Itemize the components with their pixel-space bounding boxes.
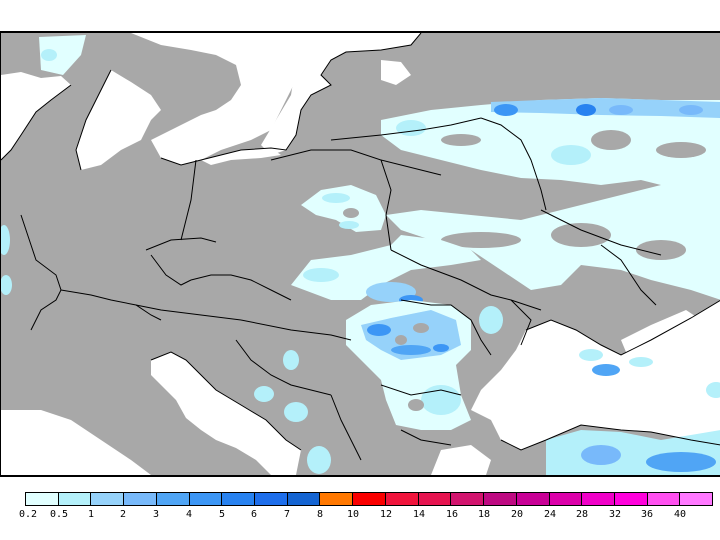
colorbar-cell (320, 493, 354, 505)
colorbar-label: 14 (412, 509, 426, 520)
colorbar-label: 0.2 (18, 509, 38, 520)
colorbar-cell (287, 493, 321, 505)
colorbar-cell (91, 493, 125, 505)
colorbar-label: 10 (346, 509, 360, 520)
precipitation-map (0, 31, 720, 477)
colorbar-label: 0.5 (49, 509, 69, 520)
colorbar-labels: 0.2 0.5 1 2 3 4 5 6 7 8 10 12 14 16 18 2… (0, 509, 720, 523)
colorbar-label: 24 (543, 509, 557, 520)
colorbar-cell (451, 493, 485, 505)
colorbar-cell (26, 493, 59, 505)
colorbar-cell (614, 493, 648, 505)
colorbar-label: 6 (250, 509, 258, 520)
colorbar-label: 4 (185, 509, 193, 520)
colorbar-cell (647, 493, 681, 505)
colorbar-label: 3 (152, 509, 160, 520)
map-canvas (1, 33, 720, 475)
colorbar-cell (549, 493, 583, 505)
colorbar-cell (385, 493, 419, 505)
sea-areas (1, 33, 720, 475)
colorbar-cell (484, 493, 517, 505)
country-borders (20, 117, 662, 461)
colorbar-cell (124, 493, 157, 505)
colorbar-cell (680, 493, 713, 505)
colorbar-label: 1 (87, 509, 95, 520)
colorbar-cell (353, 493, 386, 505)
colorbar-cell (255, 493, 288, 505)
colorbar-label: 20 (510, 509, 524, 520)
colorbar-label: 28 (575, 509, 589, 520)
colorbar-cell (156, 493, 190, 505)
colorbar-cell (58, 493, 92, 505)
coastlines (1, 33, 720, 451)
colorbar-cell (582, 493, 615, 505)
colorbar-cell (418, 493, 452, 505)
precipitation-fields (1, 35, 720, 475)
colorbar-label: 32 (608, 509, 622, 520)
colorbar-label: 16 (445, 509, 459, 520)
colorbar-label: 36 (640, 509, 654, 520)
colorbar-label: 40 (673, 509, 687, 520)
colorbar-label: 7 (283, 509, 291, 520)
colorbar-legend (25, 492, 713, 506)
colorbar-label: 18 (477, 509, 491, 520)
colorbar-label: 12 (379, 509, 393, 520)
colorbar-cell (222, 493, 256, 505)
colorbar-cell (516, 493, 550, 505)
colorbar-label: 5 (218, 509, 226, 520)
colorbar-label: 8 (316, 509, 324, 520)
colorbar-label: 2 (119, 509, 127, 520)
colorbar-cell (189, 493, 223, 505)
